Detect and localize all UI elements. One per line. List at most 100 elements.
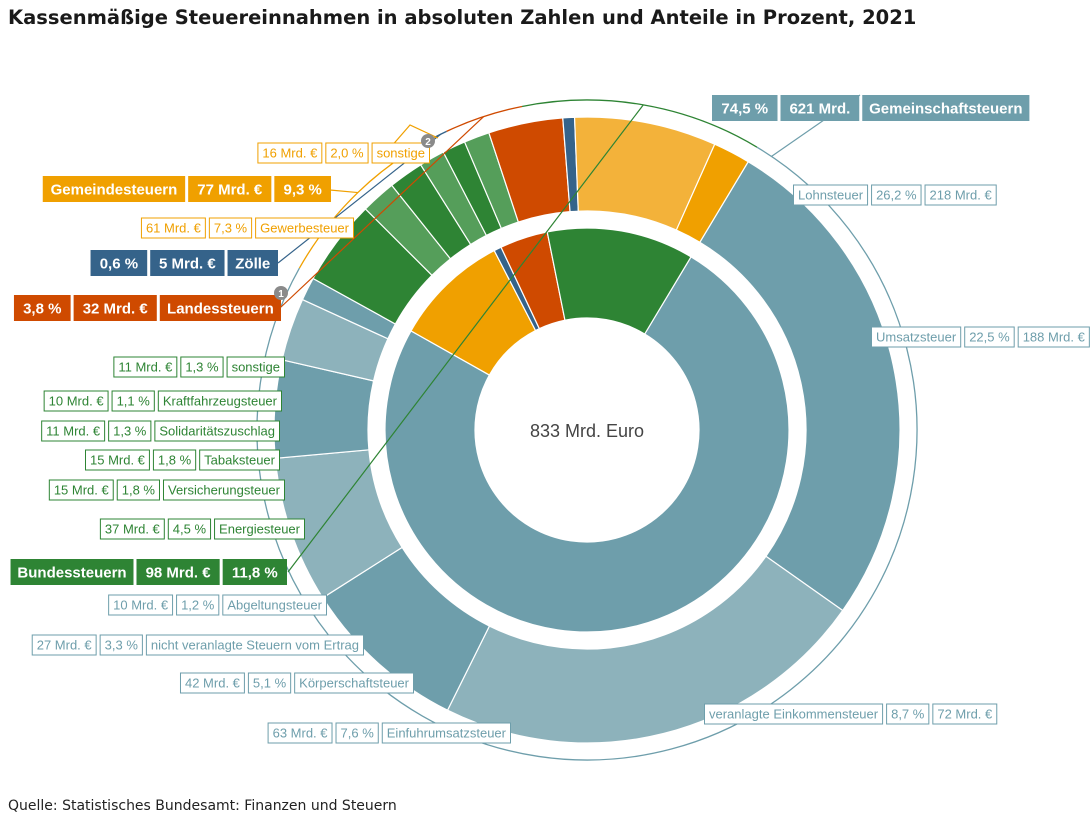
group-label-gemeindesteuern-box xyxy=(188,176,272,202)
sub-label-energiesteuer-7-box xyxy=(99,518,165,540)
sub-label-lohnsteuer-0-text: Lohnsteuer xyxy=(798,188,864,203)
group-label-landessteuern-text: 32 Mrd. € xyxy=(83,300,149,317)
sunburst-chart: 833 Mrd. Euro 74,5 % 621 Mrd. Gemeinschafts… xyxy=(10,94,1090,761)
sub-label-kraftfahrzeugsteuer-11-box xyxy=(157,390,282,412)
sub-label-koerperschaftsteuer-4-box xyxy=(247,672,292,694)
sub-label-sonstige-16-box xyxy=(371,142,430,164)
sub-label-versicherungsteuer-8-box xyxy=(116,479,160,501)
group-label-landessteuern: 3,8 % 32 Mrd. € Landessteuern xyxy=(13,295,281,321)
group-label-gemeinschaftsteuern-box xyxy=(862,95,1030,121)
sub-label-versicherungsteuer-8-box xyxy=(48,479,114,501)
svg-text:1: 1 xyxy=(278,289,284,300)
group-label-gemeindesteuern-box xyxy=(274,176,331,202)
sub-label-sonstige-12-box xyxy=(226,356,285,378)
group-label-bundessteuern: Bundessteuern 98 Mrd. € 11,8 % xyxy=(10,559,287,585)
sub-label-lohnsteuer-0-text: 26,2 % xyxy=(876,188,917,203)
sub-label-sonstige-16-box xyxy=(257,142,323,164)
sub-label-umsatzsteuer-1-box xyxy=(871,326,962,348)
group-label-gemeinschaftsteuern-text: Gemeinschaftsteuern xyxy=(869,100,1022,117)
group-label-bundessteuern-text: 98 Mrd. € xyxy=(146,564,212,581)
sub-label-gewerbesteuer-15-text: Gewerbesteuer xyxy=(260,221,350,236)
sub-label-energiesteuer-7: 37 Mrd. € 4,5 % Energiesteuer xyxy=(99,518,305,540)
sub-label-veranlagte-einkommensteuer-2-box xyxy=(886,703,930,725)
sub-label-lohnsteuer-0-box xyxy=(924,184,997,206)
sub-label-sonstige-16-box xyxy=(325,142,369,164)
sub-label-nicht-veranlagte-steuern-vom-ertrag-5-text: nicht veranlagte Steuern vom Ertrag xyxy=(151,638,359,653)
sub-label-umsatzsteuer-1-box xyxy=(964,326,1015,348)
sub-label-veranlagte-einkommensteuer-2-box xyxy=(932,703,998,725)
sub-label-kraftfahrzeugsteuer-11-text: 10 Mrd. € xyxy=(49,394,105,409)
sub-label-nicht-veranlagte-steuern-vom-ertrag-5-box xyxy=(31,634,97,656)
sub-label-sonstige-16-text: 16 Mrd. € xyxy=(262,146,318,161)
footnote-marker-1: 1 xyxy=(274,286,288,300)
sub-label-veranlagte-einkommensteuer-2-text: 72 Mrd. € xyxy=(937,707,993,722)
sub-label-einfuhrumsatzsteuer-3-text: 63 Mrd. € xyxy=(273,726,329,741)
sub-label-sonstige-16-text: 2,0 % xyxy=(330,146,364,161)
group-label-bundessteuern-text: 11,8 % xyxy=(232,564,278,581)
group-label-zoelle-text: 5 Mrd. € xyxy=(159,255,216,272)
leader-landessteuern xyxy=(280,116,484,308)
leader-gemeindesteuern xyxy=(329,189,358,194)
group-label-gemeinschaftsteuern-box xyxy=(712,95,778,121)
center-total-label: 833 Mrd. Euro xyxy=(530,421,644,441)
bracket-landessteuern xyxy=(446,105,523,132)
sub-label-abgeltungsteuer-6-box xyxy=(108,594,174,616)
group-label-landessteuern-box xyxy=(159,295,281,321)
group-label-landessteuern-text: Landessteuern xyxy=(167,300,274,317)
footnote-marker-2: 2 xyxy=(421,134,435,148)
sub-label-sonstige-12-box xyxy=(113,356,178,378)
sub-label-tabaksteuer-9-text: 1,8 % xyxy=(158,453,192,468)
sub-label-koerperschaftsteuer-4-text: 5,1 % xyxy=(253,676,287,691)
sub-label-veranlagte-einkommensteuer-2: veranlagte Einkommensteuer 8,7 % 72 Mrd. € xyxy=(704,703,998,725)
sub-label-kraftfahrzeugsteuer-11: 10 Mrd. € 1,1 % Kraftfahrzeugsteuer xyxy=(43,390,282,412)
sub-label-koerperschaftsteuer-4-text: Körperschaftsteuer xyxy=(299,676,410,691)
group-label-landessteuern-box xyxy=(13,295,71,321)
sub-label-koerperschaftsteuer-4-box xyxy=(294,672,414,694)
sub-label-tabaksteuer-9-box xyxy=(85,449,150,471)
sub-label-gewerbesteuer-15-box xyxy=(255,217,354,239)
sub-label-energiesteuer-7-text: 37 Mrd. € xyxy=(105,522,161,537)
sub-label-nicht-veranlagte-steuern-vom-ertrag-5-text: 3,3 % xyxy=(105,638,139,653)
sub-label-solidaritaetszuschlag-10: 11 Mrd. € 1,3 % Solidaritätszuschlag xyxy=(41,420,280,442)
source-note: Quelle: Statistisches Bundesamt: Finanze… xyxy=(8,798,397,814)
sub-label-solidaritaetszuschlag-10-text: 1,3 % xyxy=(113,424,147,439)
sub-label-sonstige-12-box xyxy=(180,356,224,378)
group-label-gemeindesteuern-text: 77 Mrd. € xyxy=(197,181,263,198)
sub-label-energiesteuer-7-box xyxy=(167,518,212,540)
sub-label-koerperschaftsteuer-4: 42 Mrd. € 5,1 % Körperschaftsteuer xyxy=(179,672,414,694)
group-label-gemeinschaftsteuern-box xyxy=(780,95,860,121)
group-label-zoelle-text: 0,6 % xyxy=(100,255,138,272)
sub-label-solidaritaetszuschlag-10-box xyxy=(154,420,280,442)
sub-label-abgeltungsteuer-6-box xyxy=(176,594,220,616)
sub-label-energiesteuer-7-box xyxy=(214,518,305,540)
sub-label-tabaksteuer-9-text: Tabaksteuer xyxy=(204,453,275,468)
sub-label-lohnsteuer-0: Lohnsteuer 26,2 % 218 Mrd. € xyxy=(793,184,997,206)
sub-label-kraftfahrzeugsteuer-11-text: 1,1 % xyxy=(117,394,151,409)
sub-label-veranlagte-einkommensteuer-2-text: 8,7 % xyxy=(891,707,925,722)
sub-label-abgeltungsteuer-6: 10 Mrd. € 1,2 % Abgeltungsteuer xyxy=(108,594,327,616)
sub-label-umsatzsteuer-1: Umsatzsteuer 22,5 % 188 Mrd. € xyxy=(871,326,1090,348)
group-label-zoelle-box xyxy=(227,250,278,276)
sub-label-versicherungsteuer-8-text: Versicherungsteuer xyxy=(168,483,281,498)
group-label-bundessteuern-box xyxy=(136,559,220,585)
sub-label-nicht-veranlagte-steuern-vom-ertrag-5-text: 27 Mrd. € xyxy=(37,638,93,653)
sub-label-sonstige-12-text: sonstige xyxy=(232,360,280,375)
sub-label-versicherungsteuer-8-text: 15 Mrd. € xyxy=(54,483,110,498)
sub-label-abgeltungsteuer-6-text: 1,2 % xyxy=(181,598,215,613)
group-label-zoelle-text: Zölle xyxy=(235,255,270,272)
sub-label-nicht-veranlagte-steuern-vom-ertrag-5-box xyxy=(145,634,364,656)
sub-label-versicherungsteuer-8: 15 Mrd. € 1,8 % Versicherungsteuer xyxy=(48,479,285,501)
sub-label-energiesteuer-7-text: Energiesteuer xyxy=(219,522,301,537)
sub-label-tabaksteuer-9: 15 Mrd. € 1,8 % Tabaksteuer xyxy=(85,449,280,471)
group-label-gemeinschaftsteuern-text: 621 Mrd. xyxy=(789,100,850,117)
sub-label-solidaritaetszuschlag-10-box xyxy=(108,420,152,442)
sub-label-tabaksteuer-9-text: 15 Mrd. € xyxy=(90,453,146,468)
group-label-bundessteuern-text: Bundessteuern xyxy=(17,564,126,581)
sub-label-kraftfahrzeugsteuer-11-box xyxy=(111,390,155,412)
sub-label-lohnsteuer-0-box xyxy=(871,184,922,206)
leader-bundessteuern xyxy=(287,104,644,573)
sub-label-koerperschaftsteuer-4-box xyxy=(179,672,245,694)
sub-label-einfuhrumsatzsteuer-3-box xyxy=(267,722,333,744)
sub-label-einfuhrumsatzsteuer-3-box xyxy=(335,722,379,744)
group-label-zoelle-box xyxy=(90,250,148,276)
